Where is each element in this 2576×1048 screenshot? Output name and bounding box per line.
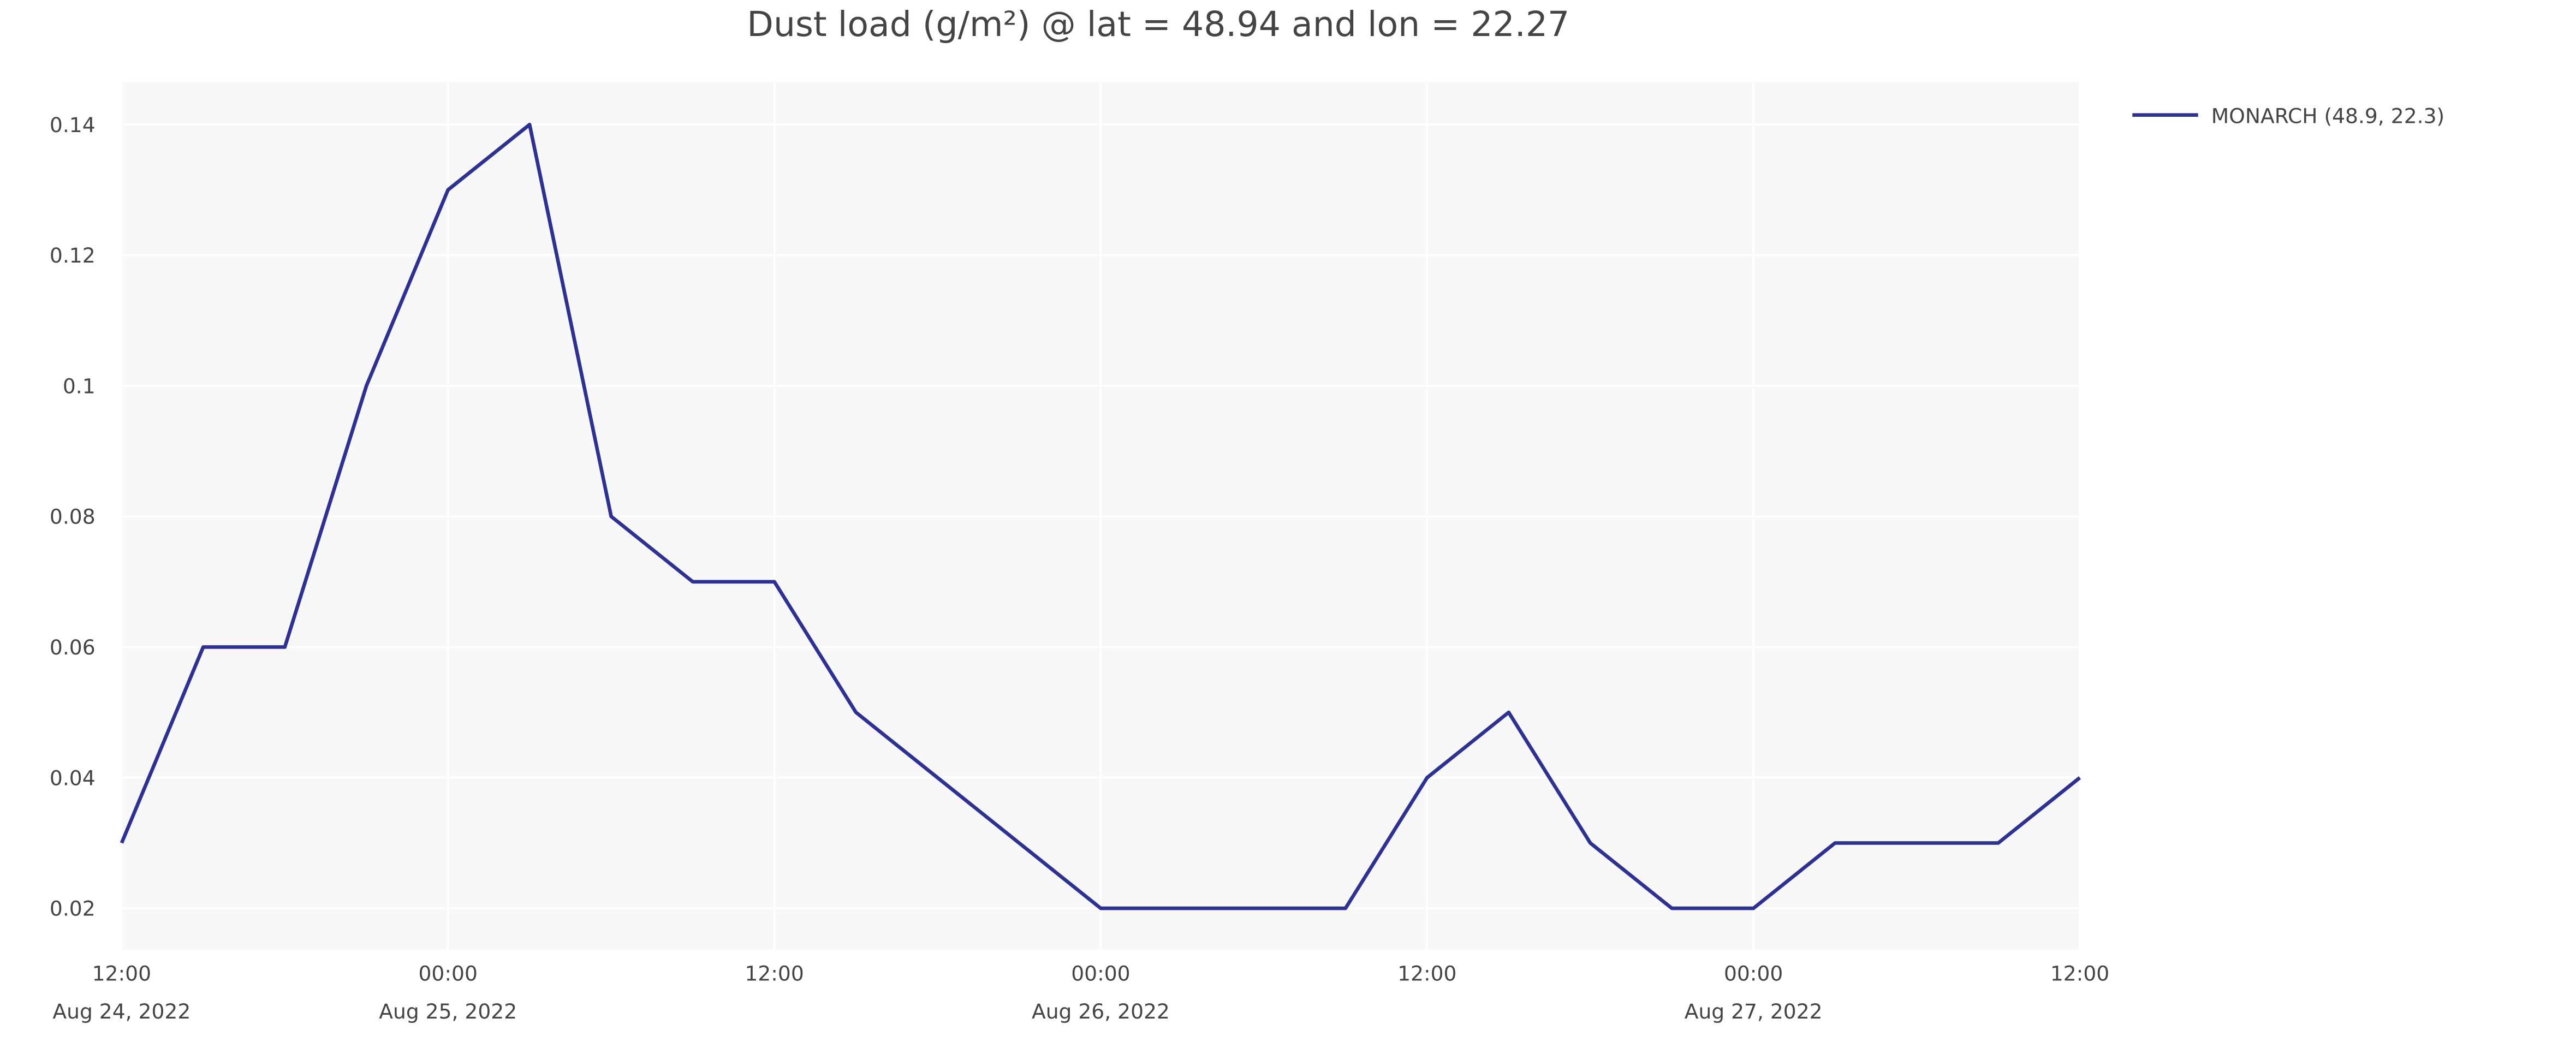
y-tick-label: 0.08 [50, 505, 96, 529]
y-tick-label: 0.14 [50, 113, 96, 137]
x-tick-label: 00:00 Aug 25, 2022 [379, 962, 517, 1023]
y-tick-label: 0.12 [50, 243, 96, 267]
x-tick-label: 00:00 Aug 27, 2022 [1685, 962, 1823, 1023]
y-tick-label: 0.1 [63, 374, 96, 398]
x-tick-label: 00:00 Aug 26, 2022 [1032, 962, 1170, 1023]
x-tick-label: 12:00 [1397, 962, 1456, 986]
chart-title: Dust load (g/m²) @ lat = 48.94 and lon =… [747, 4, 1569, 44]
y-tick-label: 0.02 [50, 897, 96, 921]
x-tick-label: 12:00 [745, 962, 804, 986]
y-tick-label: 0.06 [50, 635, 96, 659]
y-tick-label: 0.04 [50, 766, 96, 790]
x-tick-label: 12:00 [2050, 962, 2109, 986]
data-line [120, 122, 2081, 910]
x-tick-label: 12:00 Aug 24, 2022 [52, 962, 191, 1023]
legend-label: MONARCH (48.9, 22.3) [2211, 104, 2444, 128]
